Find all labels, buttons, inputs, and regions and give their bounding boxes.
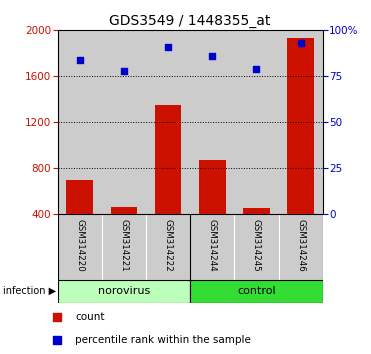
Text: GSM314246: GSM314246 bbox=[296, 219, 305, 272]
Point bbox=[54, 314, 60, 320]
Point bbox=[298, 40, 303, 46]
Bar bbox=[102, 214, 146, 280]
Bar bbox=[288, 38, 314, 260]
Title: GDS3549 / 1448355_at: GDS3549 / 1448355_at bbox=[109, 14, 271, 28]
Bar bbox=[234, 30, 279, 214]
Bar bbox=[146, 30, 190, 214]
Point bbox=[253, 66, 259, 72]
Bar bbox=[58, 280, 190, 303]
Bar bbox=[190, 280, 323, 303]
Bar bbox=[190, 30, 234, 214]
Bar bbox=[66, 179, 93, 260]
Bar bbox=[146, 214, 190, 280]
Text: infection ▶: infection ▶ bbox=[3, 286, 56, 296]
Text: count: count bbox=[75, 312, 105, 322]
Bar bbox=[199, 160, 226, 260]
Bar bbox=[111, 207, 137, 260]
Bar bbox=[243, 208, 270, 260]
Point bbox=[121, 68, 127, 73]
Bar bbox=[155, 105, 181, 260]
Bar bbox=[190, 214, 234, 280]
Text: GSM314244: GSM314244 bbox=[208, 219, 217, 272]
Text: GSM314222: GSM314222 bbox=[164, 219, 173, 272]
Point bbox=[165, 44, 171, 50]
Point bbox=[77, 57, 83, 62]
Text: GSM314220: GSM314220 bbox=[75, 219, 84, 272]
Point bbox=[209, 53, 215, 59]
Text: GSM314245: GSM314245 bbox=[252, 219, 261, 272]
Bar bbox=[58, 30, 102, 214]
Text: control: control bbox=[237, 286, 276, 296]
Text: percentile rank within the sample: percentile rank within the sample bbox=[75, 335, 251, 345]
Point bbox=[54, 337, 60, 342]
Bar bbox=[234, 214, 279, 280]
Text: GSM314221: GSM314221 bbox=[119, 219, 128, 272]
Bar bbox=[279, 214, 323, 280]
Bar bbox=[102, 30, 146, 214]
Bar bbox=[279, 30, 323, 214]
Bar bbox=[58, 214, 102, 280]
Text: norovirus: norovirus bbox=[98, 286, 150, 296]
